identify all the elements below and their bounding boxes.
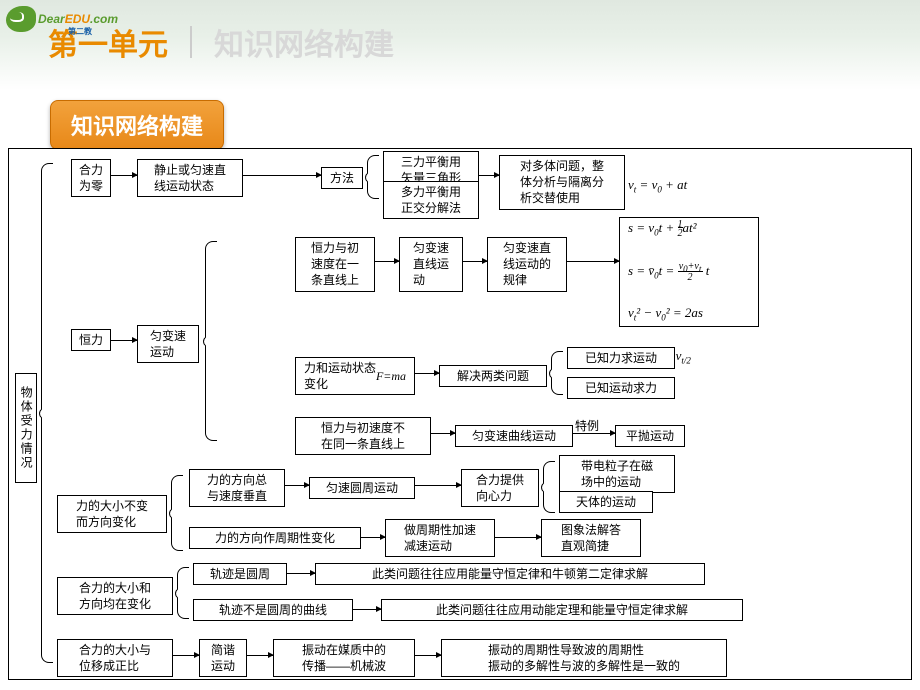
arrow bbox=[479, 175, 499, 176]
arrow bbox=[415, 485, 461, 486]
arrow bbox=[463, 261, 487, 262]
r3-b1: 力的方向总 与速度垂直 bbox=[189, 469, 285, 507]
arrow bbox=[415, 373, 439, 374]
r4-b1: 轨迹是圆周 bbox=[193, 563, 287, 585]
formula-2: s = v0t + 12at² bbox=[628, 218, 750, 241]
formula-4: vt² − v0² = 2as bbox=[628, 303, 750, 326]
arrow bbox=[247, 655, 273, 656]
arrow bbox=[111, 175, 137, 176]
r5-b: 简谐 运动 bbox=[199, 639, 247, 677]
r3-b2b: 做周期性加速 减速运动 bbox=[385, 519, 495, 557]
r2-c2c1: 已知力求运动 bbox=[567, 347, 675, 369]
title-row: 第一单元 知识网络构建 bbox=[14, 8, 906, 64]
arrow bbox=[243, 175, 321, 176]
arrow bbox=[415, 655, 441, 656]
knowledge-diagram: 物体受力情况 合力 为零 静止或匀速直 线运动状态 方法 三力平衡用 矢量三角形… bbox=[8, 148, 912, 680]
r2-c3c: 平抛运动 bbox=[615, 425, 685, 447]
r1-d2: 多力平衡用 正交分解法 bbox=[383, 181, 479, 219]
r4-a: 合力的大小和 方向均在变化 bbox=[57, 577, 173, 615]
brace bbox=[205, 241, 217, 441]
r3-b1c: 合力提供 向心力 bbox=[461, 469, 539, 507]
logo-text: DearEDU.com bbox=[38, 12, 118, 26]
root-brace bbox=[41, 163, 53, 663]
r4-b1b: 此类问题往往应用能量守恒定律和牛顿第二定律求解 bbox=[315, 563, 705, 585]
r2-a: 恒力 bbox=[71, 329, 111, 351]
r1-c: 方法 bbox=[321, 167, 363, 189]
r3-b1b: 匀速圆周运动 bbox=[309, 477, 415, 499]
brace bbox=[551, 351, 563, 395]
arrow bbox=[173, 655, 199, 656]
arrow bbox=[285, 485, 309, 486]
formula-1: vt = v0 + at bbox=[628, 175, 750, 198]
arrow bbox=[375, 261, 399, 262]
arrow bbox=[353, 609, 381, 610]
r3-a: 力的大小不变 而方向变化 bbox=[57, 495, 167, 533]
arrow bbox=[431, 433, 455, 434]
r2-c2: 力和运动状态变化F=ma bbox=[295, 357, 415, 395]
page-title: 知识网络构建 bbox=[214, 20, 394, 64]
r1-a: 合力 为零 bbox=[71, 159, 111, 197]
arrow bbox=[287, 573, 315, 574]
r3-b1d1: 带电粒子在磁 场中的运动 bbox=[559, 455, 675, 493]
arrow bbox=[111, 340, 137, 341]
brace bbox=[543, 461, 555, 513]
r1-b: 静止或匀速直 线运动状态 bbox=[137, 159, 243, 197]
formula-box: vt = v0 + at s = v0t + 12at² s = v̄0t = … bbox=[619, 217, 759, 327]
logo-icon bbox=[6, 6, 36, 32]
r2-c3b: 匀变速曲线运动 bbox=[455, 425, 573, 447]
r2-c3: 恒力与初速度不 在同一条直线上 bbox=[295, 417, 431, 455]
arrow bbox=[495, 537, 541, 538]
r2-c3-note: 特例 bbox=[575, 417, 599, 434]
section-badge: 知识网络构建 bbox=[50, 100, 224, 150]
r2-c1: 恒力与初 速度在一 条直线上 bbox=[295, 237, 375, 292]
r2-b: 匀变速 运动 bbox=[137, 325, 199, 363]
r2-c1c: 匀变速直 线运动的 规律 bbox=[487, 237, 567, 292]
brace bbox=[367, 155, 379, 199]
logo: DearEDU.com 第二教 bbox=[6, 6, 118, 32]
logo-subtitle: 第二教 bbox=[68, 26, 92, 37]
r3-b2: 力的方向作周期性变化 bbox=[189, 527, 361, 549]
r5-c: 振动在媒质中的 传播——机械波 bbox=[273, 639, 415, 677]
r2-c2c2: 已知运动求力 bbox=[567, 377, 675, 399]
r4-b2: 轨迹不是圆周的曲线 bbox=[193, 599, 353, 621]
r2-c2b: 解决两类问题 bbox=[439, 365, 547, 387]
header: DearEDU.com 第二教 第一单元 知识网络构建 bbox=[0, 0, 920, 90]
r2-c1b: 匀变速 直线运 动 bbox=[399, 237, 463, 292]
r5-a: 合力的大小与 位移成正比 bbox=[57, 639, 173, 677]
root-node: 物体受力情况 bbox=[15, 373, 37, 483]
r4-b2b: 此类问题往往应用动能定理和能量守恒定律求解 bbox=[381, 599, 743, 621]
r3-b1d2: 天体的运动 bbox=[559, 491, 653, 513]
brace bbox=[171, 475, 183, 551]
r1-e: 对多体问题，整 体分析与隔离分 析交替使用 bbox=[499, 155, 625, 210]
r5-d: 振动的周期性导致波的周期性 振动的多解性与波的多解性是一致的 bbox=[441, 639, 727, 677]
arrow bbox=[567, 261, 619, 262]
title-separator bbox=[190, 26, 192, 58]
r3-b2c: 图象法解答 直观简捷 bbox=[541, 519, 641, 557]
brace bbox=[177, 567, 189, 619]
formula-3: s = v̄0t = v0+vt2 t bbox=[628, 261, 750, 284]
arrow bbox=[361, 537, 385, 538]
